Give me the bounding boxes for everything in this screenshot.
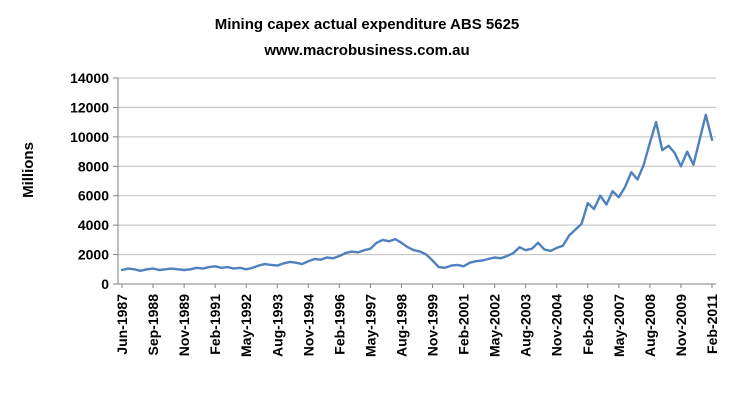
x-tick-label: Nov-1999 [425,294,441,356]
x-tick-label: Feb-1996 [331,294,347,355]
x-tick-label: Feb-2006 [580,294,596,355]
x-tick-label: Aug-2008 [642,294,658,357]
x-tick-label: Aug-2003 [518,294,534,357]
line-chart-svg: 0 2000 4000 6000 8000 10000 12000 14000 Jun-1987… [70,70,720,357]
chart-subtitle: www.macrobusiness.com.au [264,42,470,59]
x-tick-label: Nov-2004 [549,294,565,356]
x-tick-label: Feb-2011 [704,294,720,354]
y-tick-label: 10000 [70,129,109,145]
x-tick-label: Nov-1994 [300,294,316,356]
y-tick-label: 0 [101,276,109,292]
y-tick-label: 6000 [78,188,109,204]
x-tick-label: Nov-2009 [673,294,689,356]
x-tick-label: May-1997 [362,294,378,357]
x-tick-label: May-2007 [611,294,627,357]
y-tick-label: 12000 [70,99,109,115]
y-tick-label: 4000 [78,217,109,233]
x-tick-label: May-2002 [487,294,503,357]
x-tick-label: Jun-1987 [114,294,130,355]
x-tick-label: May-1992 [238,294,254,357]
x-tick-label: Aug-1998 [393,294,409,357]
chart-title-block: Mining capex actual expenditure ABS 5625… [0,0,734,64]
y-tick-label: 14000 [70,70,109,86]
chart-title: Mining capex actual expenditure ABS 5625 [214,16,520,33]
x-tick-label: Nov-1989 [176,294,192,356]
x-tick-label: Feb-2001 [456,294,472,355]
x-tick-label: Sep-1988 [145,294,161,356]
x-tick-label: Feb-1991 [207,294,223,355]
data-series-line [120,113,714,273]
y-tick-label: 8000 [78,158,109,174]
y-tick-label: 2000 [78,247,109,263]
x-tick-label: Aug-1993 [269,294,285,357]
y-axis-title: Millions [20,142,37,198]
